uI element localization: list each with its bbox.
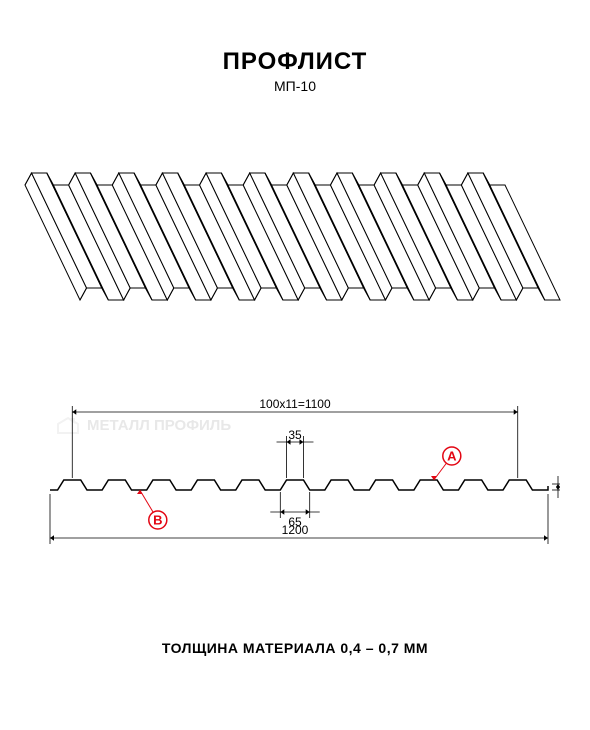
page-subtitle: МП-10 [0,78,590,94]
svg-text:35: 35 [288,428,302,442]
thickness-label: ТОЛЩИНА МАТЕРИАЛА 0,4 – 0,7 ММ [0,640,590,656]
svg-text:B: B [153,513,162,528]
svg-text:100x11=1100: 100x11=1100 [259,397,331,411]
svg-text:A: A [447,449,457,464]
isometric-diagram [20,160,570,320]
title-block: ПРОФЛИСТ МП-10 [0,0,590,94]
page-title: ПРОФЛИСТ [0,48,590,76]
profile-diagram: 1200100x11=11003565AB [30,380,560,560]
svg-text:65: 65 [288,515,302,529]
